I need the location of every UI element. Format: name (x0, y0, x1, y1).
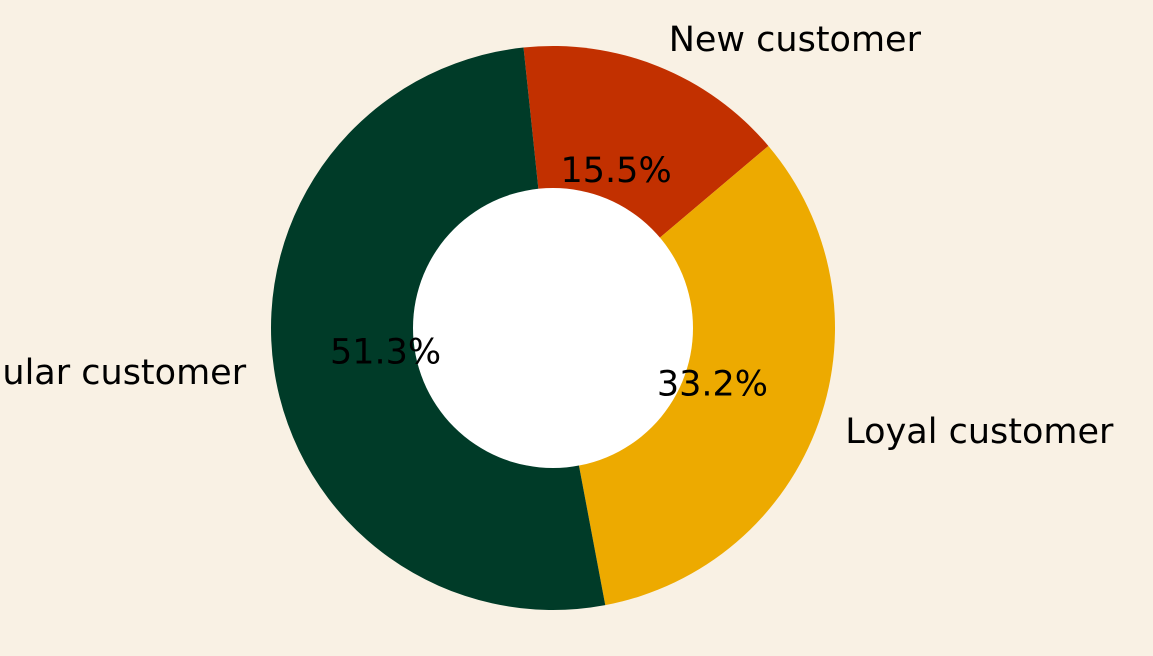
slice-category-label-loyal-customer: Loyal customer (845, 412, 1114, 452)
slice-value-label-loyal-customer: 33.2% (657, 365, 768, 405)
labels-group: 15.5% New customer 33.2% Loyal customer 51.3… (0, 20, 1114, 452)
slice-category-label-new-customer: New customer (669, 20, 922, 60)
slice-value-label-regular-customer: 51.3% (330, 333, 441, 373)
slice-value-label-new-customer: 15.5% (561, 151, 672, 191)
donut-hole (413, 188, 693, 468)
slice-category-label-regular-customer: Regular customer (0, 353, 247, 393)
slice-loyal-customer (553, 145, 836, 606)
